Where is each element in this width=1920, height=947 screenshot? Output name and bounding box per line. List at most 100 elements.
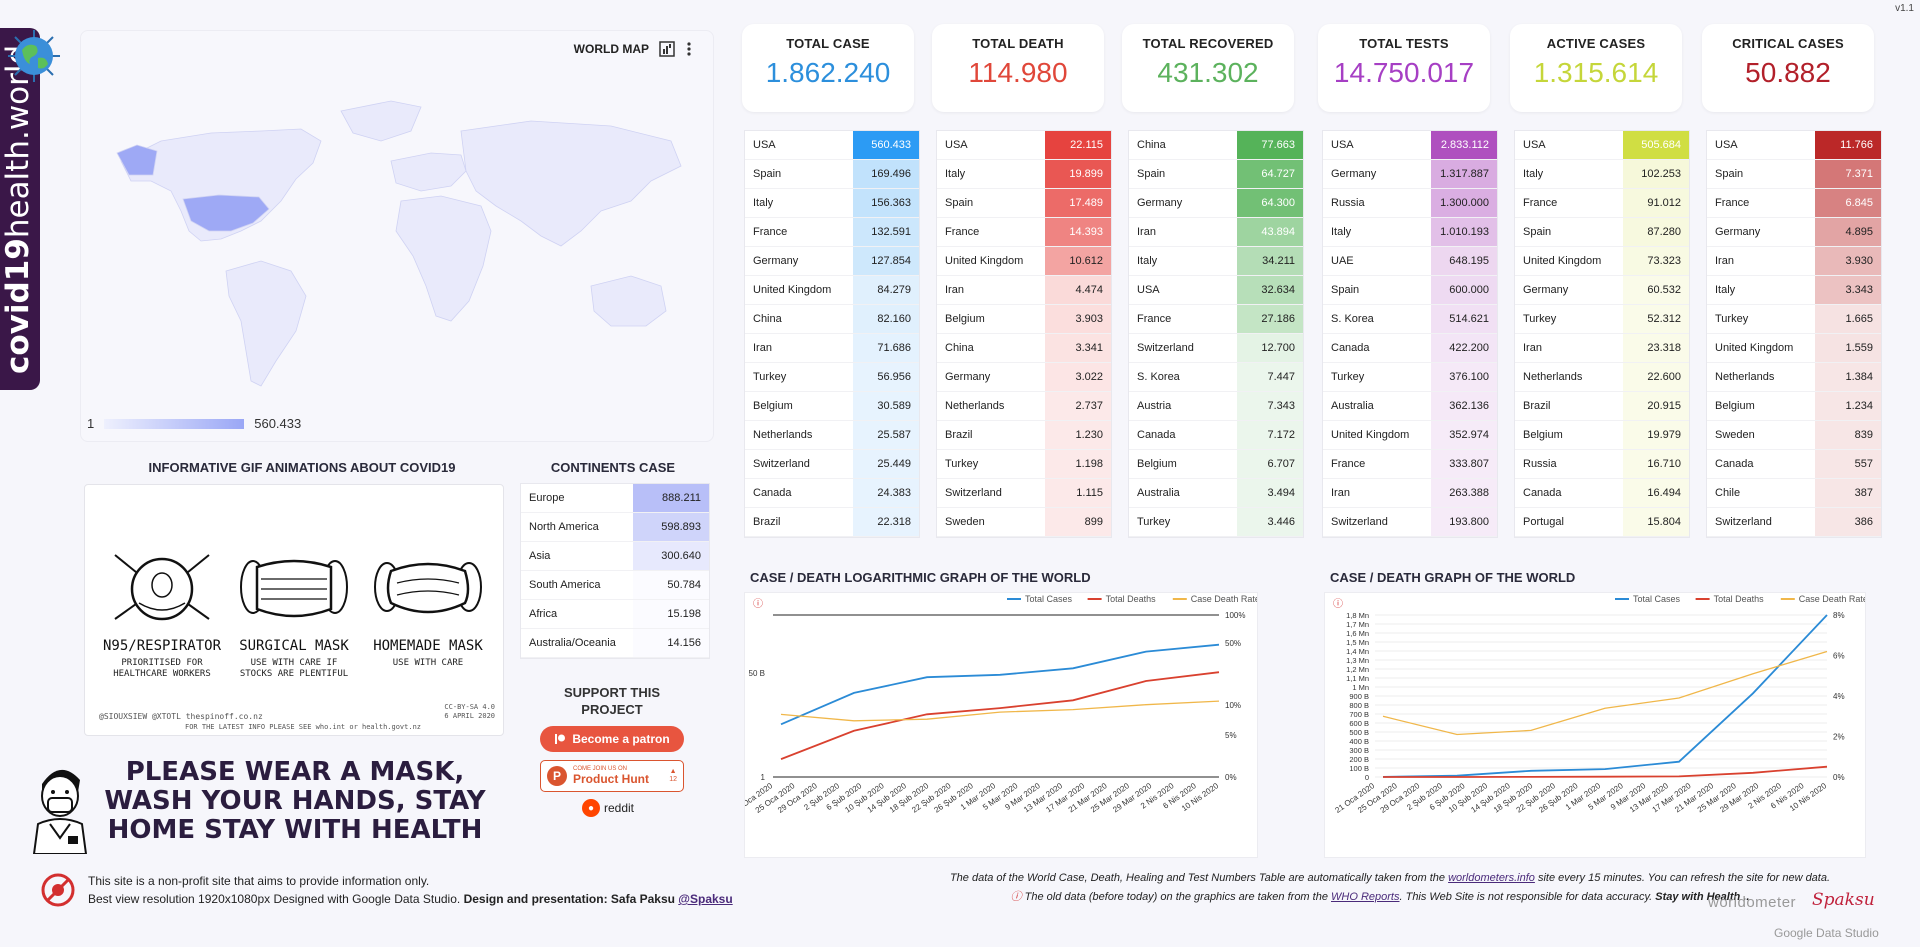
table-row[interactable]: Germany 3.022: [937, 363, 1111, 392]
table-row[interactable]: S. Korea 7.447: [1129, 363, 1303, 392]
table-row[interactable]: France 27.186: [1129, 305, 1303, 334]
log-chart-card[interactable]: ⓘ Total Cases Total Deaths Case Death Rate 5…: [741, 592, 1260, 858]
series-line-0[interactable]: [1382, 614, 1828, 778]
table-row[interactable]: Italy 19.899: [937, 160, 1111, 189]
table-row[interactable]: Switzerland 1.115: [937, 479, 1111, 508]
table-row[interactable]: Belgium 1.234: [1707, 392, 1881, 421]
table-row[interactable]: France 91.012: [1515, 189, 1689, 218]
table-row[interactable]: Italy 34.211: [1129, 247, 1303, 276]
table-row[interactable]: China 82.160: [745, 305, 919, 334]
table-row[interactable]: Netherlands 1.384: [1707, 363, 1881, 392]
table-row[interactable]: Iran 3.930: [1707, 247, 1881, 276]
table-row[interactable]: USA 32.634: [1129, 276, 1303, 305]
table-row[interactable]: Germany 60.532: [1515, 276, 1689, 305]
table-row[interactable]: Italy 102.253: [1515, 160, 1689, 189]
table-row[interactable]: Australia 3.494: [1129, 479, 1303, 508]
patreon-button[interactable]: Become a patron: [540, 726, 684, 752]
table-row[interactable]: Spain 64.727: [1129, 160, 1303, 189]
table-row[interactable]: Belgium 19.979: [1515, 421, 1689, 450]
worldometers-link[interactable]: worldometers.info: [1448, 872, 1535, 884]
country-table[interactable]: USA 11.766 Spain 7.371 France 6.845 Germany 4.8…: [1706, 130, 1882, 538]
world-map[interactable]: [91, 71, 701, 401]
table-row[interactable]: Russia 1.300.000: [1323, 189, 1497, 218]
table-row[interactable]: Austria 7.343: [1129, 392, 1303, 421]
table-row[interactable]: United Kingdom 1.559: [1707, 334, 1881, 363]
series-line-1[interactable]: [780, 671, 1220, 760]
table-row[interactable]: Turkey 52.312: [1515, 305, 1689, 334]
series-line-1[interactable]: [1383, 765, 1828, 778]
table-row[interactable]: Switzerland 193.800: [1323, 508, 1497, 537]
spaksu-link[interactable]: @Spaksu: [678, 892, 733, 906]
table-row[interactable]: Switzerland 386: [1707, 508, 1881, 537]
table-row[interactable]: United Kingdom 73.323: [1515, 247, 1689, 276]
table-row[interactable]: United Kingdom 352.974: [1323, 421, 1497, 450]
series-line-2[interactable]: [780, 700, 1220, 722]
table-row[interactable]: Switzerland 25.449: [745, 450, 919, 479]
table-row[interactable]: Germany 64.300: [1129, 189, 1303, 218]
table-row[interactable]: Spain 17.489: [937, 189, 1111, 218]
continents-table[interactable]: Europe 888.211 North America 598.893 Asia 300…: [520, 483, 710, 659]
table-row[interactable]: Italy 3.343: [1707, 276, 1881, 305]
country-table[interactable]: China 77.663 Spain 64.727 Germany 64.300 Iran 4…: [1128, 130, 1304, 538]
table-row[interactable]: Chile 387: [1707, 479, 1881, 508]
worldometer-logo[interactable]: worldometer: [1708, 894, 1797, 911]
country-table[interactable]: USA 2.833.112 Germany 1.317.887 Russia 1.300.…: [1322, 130, 1498, 538]
line-chart[interactable]: ⓘ Total Cases Total Deaths Case Death Rate 1…: [1325, 593, 1868, 857]
table-row[interactable]: Brazil 20.915: [1515, 392, 1689, 421]
table-row[interactable]: Netherlands 25.587: [745, 421, 919, 450]
more-vert-icon[interactable]: [685, 41, 693, 57]
table-row[interactable]: Spain 87.280: [1515, 218, 1689, 247]
table-row[interactable]: Spain 169.496: [745, 160, 919, 189]
table-row[interactable]: Turkey 1.198: [937, 450, 1111, 479]
table-row[interactable]: S. Korea 514.621: [1323, 305, 1497, 334]
table-row[interactable]: USA 560.433: [745, 131, 919, 160]
chart-info-icon[interactable]: ⓘ: [1333, 598, 1343, 610]
table-row[interactable]: Iran 43.894: [1129, 218, 1303, 247]
table-row[interactable]: USA 22.115: [937, 131, 1111, 160]
table-row[interactable]: Turkey 376.100: [1323, 363, 1497, 392]
table-row[interactable]: France 6.845: [1707, 189, 1881, 218]
table-row[interactable]: Russia 16.710: [1515, 450, 1689, 479]
table-row[interactable]: Turkey 3.446: [1129, 508, 1303, 537]
product-hunt-button[interactable]: P COME JOIN US ON Product Hunt ▲ 12: [540, 760, 684, 792]
table-row[interactable]: Australia 362.136: [1323, 392, 1497, 421]
table-row[interactable]: USA 2.833.112: [1323, 131, 1497, 160]
country-table[interactable]: USA 560.433 Spain 169.496 Italy 156.363 France…: [744, 130, 920, 538]
table-row[interactable]: France 333.807: [1323, 450, 1497, 479]
table-row[interactable]: Turkey 56.956: [745, 363, 919, 392]
table-row[interactable]: Italy 1.010.193: [1323, 218, 1497, 247]
table-row[interactable]: Brazil 22.318: [745, 508, 919, 537]
reddit-button[interactable]: ● reddit: [582, 798, 634, 818]
table-row[interactable]: France 132.591: [745, 218, 919, 247]
table-row[interactable]: China 77.663: [1129, 131, 1303, 160]
table-row[interactable]: USA 11.766: [1707, 131, 1881, 160]
table-row[interactable]: France 14.393: [937, 218, 1111, 247]
line-chart[interactable]: ⓘ Total Cases Total Deaths Case Death Rate 5…: [741, 593, 1260, 857]
table-row[interactable]: USA 505.684: [1515, 131, 1689, 160]
table-row[interactable]: Sweden 839: [1707, 421, 1881, 450]
table-row[interactable]: China 3.341: [937, 334, 1111, 363]
table-row[interactable]: Africa 15.198: [521, 600, 709, 629]
table-row[interactable]: Belgium 30.589: [745, 392, 919, 421]
table-row[interactable]: Germany 127.854: [745, 247, 919, 276]
series-line-2[interactable]: [1382, 650, 1828, 736]
table-row[interactable]: Australia/Oceania 14.156: [521, 629, 709, 658]
table-row[interactable]: Spain 7.371: [1707, 160, 1881, 189]
table-row[interactable]: Canada 557: [1707, 450, 1881, 479]
table-row[interactable]: Switzerland 12.700: [1129, 334, 1303, 363]
table-row[interactable]: Portugal 15.804: [1515, 508, 1689, 537]
table-row[interactable]: Italy 156.363: [745, 189, 919, 218]
table-row[interactable]: Canada 24.383: [745, 479, 919, 508]
table-row[interactable]: Iran 71.686: [745, 334, 919, 363]
table-row[interactable]: Canada 16.494: [1515, 479, 1689, 508]
table-row[interactable]: Netherlands 22.600: [1515, 363, 1689, 392]
world-map-card[interactable]: WORLD MAP 1 560.433: [80, 30, 714, 442]
gif-animation-card[interactable]: N95/RESPIRATOR PRIORITISED FOR HEALTHCAR…: [84, 484, 504, 736]
table-row[interactable]: Turkey 1.665: [1707, 305, 1881, 334]
table-row[interactable]: North America 598.893: [521, 513, 709, 542]
who-reports-link[interactable]: WHO Reports: [1331, 891, 1400, 903]
table-row[interactable]: Belgium 3.903: [937, 305, 1111, 334]
table-row[interactable]: Germany 1.317.887: [1323, 160, 1497, 189]
table-row[interactable]: Sweden 899: [937, 508, 1111, 537]
table-row[interactable]: Iran 23.318: [1515, 334, 1689, 363]
